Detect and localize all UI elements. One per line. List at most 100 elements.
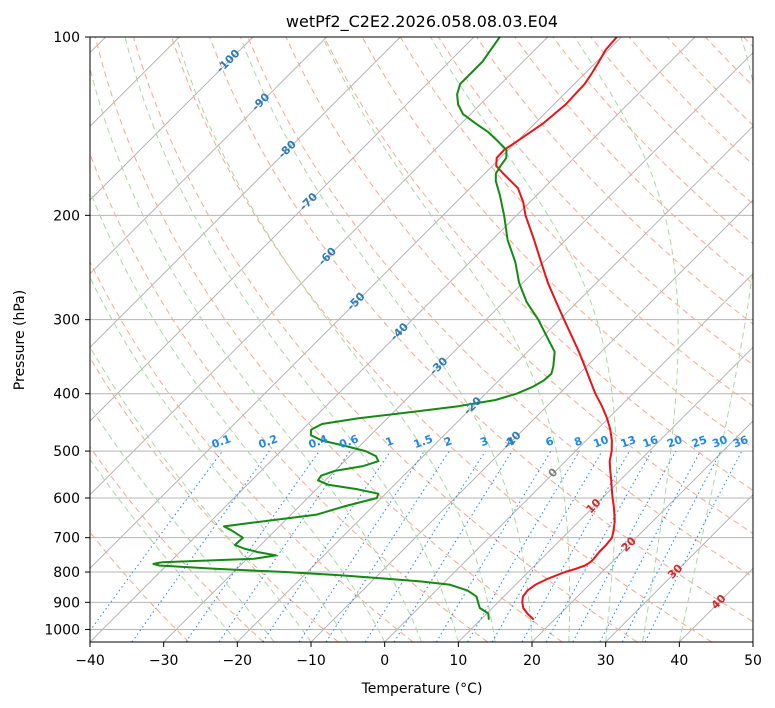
moist-adiabat-line (90, 189, 386, 642)
dry-adiabat-line (476, 37, 753, 325)
moist-adiabat-line (124, 37, 459, 642)
isotherm-label: -50 (344, 290, 367, 313)
mixing-ratio-line (90, 450, 223, 632)
dry-adiabat-line (743, 37, 753, 48)
axes-layer: −40 −30 −20 −10 0 10 20 30 40 5010020030040050060… (44, 30, 762, 669)
dry-adiabat-line (704, 37, 753, 87)
mixing-ratio-line (131, 450, 270, 642)
x-tick-label: −30 (149, 653, 179, 669)
dry-adiabat-line (552, 37, 753, 245)
mixing-ratio-label: 20 (665, 433, 684, 451)
y-tick-label: 1000 (44, 622, 80, 638)
dry-adiabat-line (209, 37, 753, 623)
isotherm-line (384, 272, 753, 642)
moist-adiabat-line (90, 276, 349, 642)
dry-adiabat-line (323, 37, 753, 491)
mixing-ratio-label: 6 (544, 434, 556, 449)
x-tick-label: −20 (223, 653, 253, 669)
mixing-ratio-label: 0.1 (210, 432, 233, 451)
mixing-ratio-line (644, 450, 743, 642)
isotherm-label: -20 (461, 394, 484, 417)
isotherm-line (678, 567, 753, 642)
plot-frame (89, 36, 754, 643)
isotherm-line (457, 346, 753, 642)
dry-adiabat-line (90, 356, 339, 642)
mixing-ratio-label: 16 (641, 433, 660, 451)
mixing-ratio-label: 1.5 (412, 432, 435, 451)
mixing-ratio-label: 30 (710, 433, 729, 451)
mixing-ratio-line (262, 450, 392, 642)
x-tick-label: 10 (449, 653, 467, 669)
x-tick-label: 40 (670, 653, 688, 669)
mixing-ratio-line (393, 450, 513, 642)
dry-adiabat-line (90, 152, 488, 642)
dry-adiabat-line (90, 531, 190, 642)
dry-adiabat-line (94, 37, 563, 642)
moist-adiabat-line (239, 37, 533, 642)
x-tick-label: −40 (75, 653, 105, 669)
y-tick-label: 900 (53, 595, 80, 611)
mixing-ratio-line (364, 450, 486, 642)
mixing-ratio-label: 36 (731, 433, 750, 451)
mixing-ratio-line (521, 450, 630, 642)
moist-adiabat-line (322, 37, 571, 642)
moist-adiabat-line (678, 37, 753, 642)
isotherm-label: 10 (584, 496, 604, 516)
isotherm-line (90, 37, 549, 496)
chart-title: wetPf2_C2E2.2026.058.08.03.E04 (286, 12, 558, 32)
mixing-ratio-label: 2 (442, 434, 454, 449)
mixing-ratio-line (218, 450, 351, 642)
dry-adiabat-line (666, 37, 753, 126)
mixing-ratio-label: 0.2 (257, 432, 280, 451)
mixing-ratio-line (599, 450, 701, 642)
isotherm-line (310, 199, 753, 642)
isotherm-line (605, 493, 753, 642)
mixing-ratio-line (298, 450, 425, 642)
isotherm-line (531, 420, 753, 642)
isotherm-line (163, 51, 753, 642)
mixing-ratio-line (435, 450, 552, 642)
mixing-ratio-label: 10 (592, 433, 611, 451)
isotherm-line (90, 37, 401, 349)
mixing-ratio-label: 0.4 (307, 432, 330, 451)
dry-adiabat-line (90, 446, 264, 642)
dry-adiabat-line (285, 37, 753, 535)
moist-adiabat-line (90, 405, 275, 642)
mixing-ratio-label: 4 (505, 434, 517, 449)
isotherm-line (236, 125, 753, 642)
mixing-ratio-label: 8 (572, 434, 584, 449)
isotherm-line (90, 37, 254, 201)
moist-adiabat-line (90, 458, 238, 642)
isotherm-line (752, 641, 753, 642)
isotherm-label: -90 (249, 90, 272, 113)
mixing-ratio-label: 0.6 (338, 432, 361, 451)
x-tick-label: 50 (744, 653, 762, 669)
x-tick-label: 30 (597, 653, 615, 669)
mixing-ratio-line (325, 450, 450, 642)
mixing-ratio-line (572, 450, 677, 642)
dry-adiabat-line (90, 260, 414, 642)
isotherm-label: 30 (665, 561, 685, 581)
y-tick-label: 300 (53, 313, 80, 329)
mixing-ratio-label: 25 (690, 433, 709, 450)
dry-adiabat-line (247, 37, 753, 578)
x-axis-label: Temperature (°C) (361, 681, 483, 697)
mixing-ratio-line (185, 450, 320, 642)
dewpoint-profile-line (152, 37, 556, 620)
moist-adiabat-line (430, 37, 617, 642)
moist-adiabat-line (90, 65, 422, 642)
dry-adiabat-line (171, 37, 712, 642)
y-axis-label: Pressure (hPa) (12, 290, 28, 390)
moist-adiabat-line (574, 37, 679, 642)
moist-adiabat-line (90, 345, 312, 642)
isotherm-label: 40 (709, 592, 729, 612)
dry-adiabat-line (514, 37, 753, 285)
mixing-ratio-label: 1 (384, 434, 396, 449)
y-tick-label: 600 (53, 491, 80, 507)
x-tick-label: 20 (523, 653, 541, 669)
y-tick-label: 700 (53, 531, 80, 547)
temperature-profile-line (495, 37, 618, 620)
moist-adiabat-line (175, 37, 496, 642)
grid-layer (90, 37, 753, 642)
